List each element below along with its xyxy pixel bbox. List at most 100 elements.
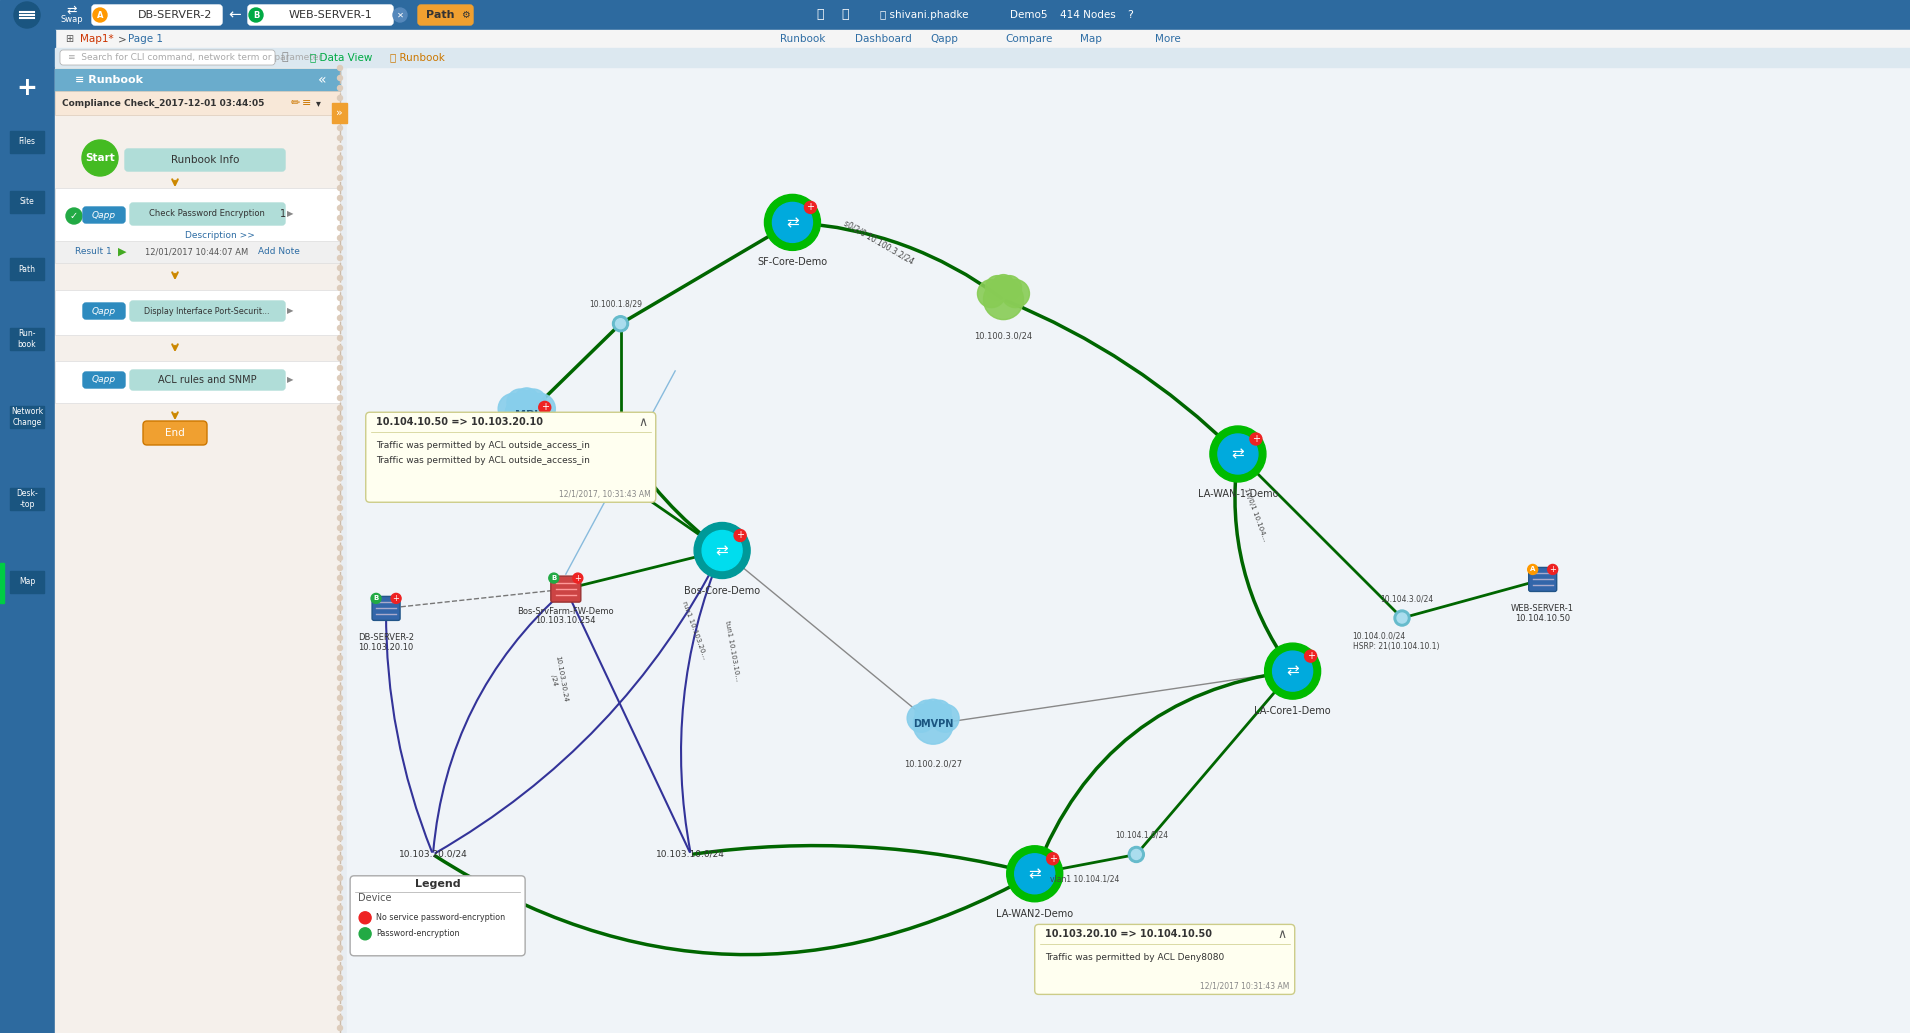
Text: 1: 1 xyxy=(281,209,286,219)
Circle shape xyxy=(338,246,342,250)
Text: tun1 10.103.10...: tun1 10.103.10... xyxy=(724,620,741,681)
Text: MPLS: MPLS xyxy=(514,447,541,458)
Text: ▶: ▶ xyxy=(286,210,294,219)
Text: +: + xyxy=(1549,565,1557,574)
Circle shape xyxy=(338,646,342,651)
Circle shape xyxy=(1272,651,1312,691)
Text: +: + xyxy=(806,202,814,213)
Text: More: More xyxy=(1156,34,1180,44)
Circle shape xyxy=(338,586,342,591)
Circle shape xyxy=(338,486,342,491)
Circle shape xyxy=(915,700,940,724)
Circle shape xyxy=(986,276,1010,300)
Circle shape xyxy=(338,496,342,501)
Text: 📊 Data View: 📊 Data View xyxy=(309,53,372,63)
Circle shape xyxy=(733,530,747,541)
Text: 🔔: 🔔 xyxy=(816,8,823,22)
Circle shape xyxy=(997,276,1022,300)
FancyBboxPatch shape xyxy=(55,91,340,115)
Text: Qapp: Qapp xyxy=(92,307,117,315)
Text: ACL rules and SNMP: ACL rules and SNMP xyxy=(159,375,256,385)
Circle shape xyxy=(338,475,342,480)
FancyBboxPatch shape xyxy=(350,876,525,956)
Circle shape xyxy=(359,928,371,940)
Text: +: + xyxy=(541,403,548,412)
Text: Bos-Core-Demo: Bos-Core-Demo xyxy=(684,586,760,595)
Circle shape xyxy=(338,906,342,910)
Circle shape xyxy=(371,593,382,603)
Text: Start: Start xyxy=(86,153,115,163)
Circle shape xyxy=(338,95,342,100)
Text: Compliance Check_2017-12-01 03:44:05: Compliance Check_2017-12-01 03:44:05 xyxy=(61,98,264,107)
FancyBboxPatch shape xyxy=(55,69,340,91)
Text: ▶: ▶ xyxy=(286,307,294,315)
Circle shape xyxy=(338,815,342,820)
Text: ≡ Runbook: ≡ Runbook xyxy=(74,75,143,85)
Text: Page 1: Page 1 xyxy=(128,34,162,44)
Text: 10/0/1 10.104...: 10/0/1 10.104... xyxy=(1243,487,1268,541)
Circle shape xyxy=(926,700,951,724)
Text: Map: Map xyxy=(1079,34,1102,44)
Circle shape xyxy=(338,966,342,970)
Circle shape xyxy=(338,75,342,81)
FancyBboxPatch shape xyxy=(0,30,55,1033)
Text: run1 10.103.20...: run1 10.103.20... xyxy=(680,601,707,660)
Text: 10.100.1.8/29: 10.100.1.8/29 xyxy=(588,300,642,309)
Circle shape xyxy=(338,896,342,901)
Circle shape xyxy=(338,515,342,521)
Text: 10.103.10.254: 10.103.10.254 xyxy=(535,616,596,625)
FancyBboxPatch shape xyxy=(55,68,340,1033)
Circle shape xyxy=(94,8,107,22)
Circle shape xyxy=(613,432,628,447)
FancyBboxPatch shape xyxy=(92,5,222,25)
Circle shape xyxy=(338,195,342,200)
Circle shape xyxy=(520,389,546,415)
Text: +: + xyxy=(393,594,399,603)
Text: Map: Map xyxy=(19,577,34,587)
Text: ←: ← xyxy=(229,7,241,23)
Text: Path: Path xyxy=(19,264,36,274)
Circle shape xyxy=(338,216,342,220)
Circle shape xyxy=(338,295,342,301)
Text: DB-SERVER-2: DB-SERVER-2 xyxy=(138,10,212,20)
Text: 10.104.3.0/24: 10.104.3.0/24 xyxy=(1381,594,1434,603)
Circle shape xyxy=(338,605,342,611)
Circle shape xyxy=(338,426,342,431)
Text: B: B xyxy=(552,575,556,582)
Text: Qapp: Qapp xyxy=(930,34,959,44)
FancyBboxPatch shape xyxy=(10,488,44,510)
Circle shape xyxy=(338,665,342,670)
Text: ▶: ▶ xyxy=(286,376,294,384)
FancyBboxPatch shape xyxy=(348,68,1910,1033)
Text: 10.103.30.24
/24: 10.103.30.24 /24 xyxy=(548,655,569,703)
Text: ≡: ≡ xyxy=(302,98,311,108)
Circle shape xyxy=(913,705,953,744)
Text: Network
Change: Network Change xyxy=(11,407,44,427)
Text: 12/1/2017, 10:31:43 AM: 12/1/2017, 10:31:43 AM xyxy=(560,490,651,499)
Text: 👤 shivani.phadke: 👤 shivani.phadke xyxy=(881,10,968,20)
Circle shape xyxy=(82,140,118,176)
Circle shape xyxy=(338,565,342,570)
Circle shape xyxy=(1014,854,1054,894)
Text: Demo5: Demo5 xyxy=(1010,10,1047,20)
FancyBboxPatch shape xyxy=(372,596,399,621)
Text: ?: ? xyxy=(1127,10,1133,20)
Circle shape xyxy=(338,135,342,140)
FancyBboxPatch shape xyxy=(10,328,44,350)
Text: 12/1/2017 10:31:43 AM: 12/1/2017 10:31:43 AM xyxy=(1199,982,1289,991)
Circle shape xyxy=(338,456,342,461)
Text: 📋 Runbook: 📋 Runbook xyxy=(390,53,445,63)
Circle shape xyxy=(338,915,342,920)
FancyBboxPatch shape xyxy=(143,421,206,445)
Circle shape xyxy=(338,65,342,70)
Circle shape xyxy=(615,435,626,444)
Circle shape xyxy=(338,885,342,890)
Text: End: End xyxy=(164,428,185,438)
FancyBboxPatch shape xyxy=(1035,925,1295,995)
Circle shape xyxy=(338,276,342,281)
Circle shape xyxy=(338,1005,342,1010)
Circle shape xyxy=(338,325,342,331)
Text: Run-
book: Run- book xyxy=(17,330,36,349)
Text: Display Interface Port-Securit...: Display Interface Port-Securit... xyxy=(145,307,269,315)
Circle shape xyxy=(338,116,342,121)
